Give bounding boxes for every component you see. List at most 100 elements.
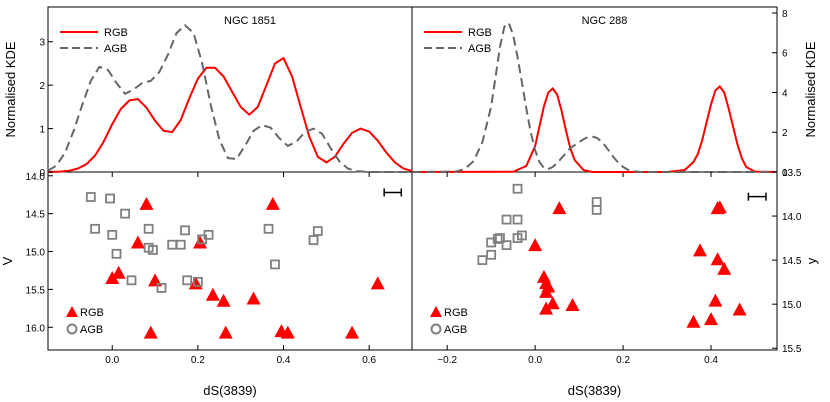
bottom-right-legend-label-rgb: RGB	[444, 307, 468, 319]
top-right-ytick-label: 8	[782, 9, 788, 20]
top-left-ytick-label: 0	[39, 168, 45, 179]
bottom-left-rgb-point	[143, 325, 158, 339]
top-right-kde-curve-agb	[411, 21, 777, 173]
bottom-left-agb-point	[203, 229, 214, 240]
top-left-kde-curve-agb	[47, 23, 412, 173]
bottom-right-agb-point	[512, 214, 523, 225]
bottom-right-xtick-label: 0.4	[704, 355, 718, 366]
bottom-left-ytick-label: 16.0	[26, 323, 46, 334]
bottom-right-rgb-point	[693, 243, 708, 257]
bottom-right-xtick-label: 0.2	[616, 355, 630, 366]
bottom-left-agb-point	[263, 223, 274, 234]
bottom-left-rgb-point	[193, 235, 208, 249]
bottom-left-agb-point	[167, 239, 178, 250]
bottom-left-agb-point	[111, 248, 122, 259]
bottom-right-agb-point	[501, 214, 512, 225]
top-left-legend-label-rgb: RGB	[104, 27, 128, 39]
bottom-left-rgb-point	[111, 265, 126, 279]
bottom-left-agb-point	[180, 225, 190, 236]
bottom-right-legend-label-agb: AGB	[444, 324, 467, 336]
bottom-right-legend-marker-rgb	[430, 306, 442, 317]
bottom-right-legend-marker-agb	[430, 323, 442, 335]
bottom-left-rgb-point	[105, 271, 120, 285]
bottom-left-rgb-point	[218, 325, 233, 339]
bottom-left-rgb-point	[205, 287, 220, 301]
bottom-right-rgb-point	[552, 201, 567, 215]
bottom-left-agb-point	[120, 208, 130, 219]
bottom-left-rgb-point	[216, 293, 231, 307]
bottom-right-xlabel: dS(3839)	[568, 383, 621, 398]
bottom-right-agb-point	[591, 204, 602, 215]
top-right-legend-label-rgb: RGB	[468, 27, 492, 39]
bottom-left-rgb-point	[265, 196, 280, 210]
bottom-right-agb-point	[486, 249, 497, 260]
bottom-left-rgb-point	[139, 196, 154, 210]
bottom-left-agb-point	[107, 229, 118, 240]
bottom-right-xtick-label: −0.2	[437, 355, 457, 366]
bottom-left-legend-label-agb: AGB	[80, 324, 103, 336]
bottom-right-ytick-label: 13.5	[782, 168, 802, 179]
bottom-left-agb-point	[105, 193, 115, 204]
top-right-panel-title: NGC 288	[582, 15, 628, 27]
bottom-right-rgb-point	[704, 312, 719, 326]
top-right-ylabel: Normalised KDE	[803, 41, 818, 137]
top-left-panel-title: NGC 1851	[224, 15, 276, 27]
bottom-right-rgb-point	[539, 284, 554, 298]
bottom-left-rgb-point	[370, 276, 385, 290]
axis-ticks: 0 1 2 3 0 2 4 6 8 14.0 14.5 15.0 15.5 16.0 0.0 0.2 0.4 0.…	[26, 9, 802, 366]
bottom-left-xtick-label: 0.0	[105, 355, 119, 366]
bottom-right-rgb-point	[528, 238, 543, 252]
bottom-left-rgb-point	[246, 291, 261, 305]
bottom-left-agb-point	[126, 275, 137, 286]
top-left-ylabel: Normalised KDE	[3, 41, 18, 137]
bottom-left-agb-point	[85, 192, 96, 202]
bottom-right-rgb-point	[565, 298, 580, 312]
bottom-right-rgb-point	[708, 293, 723, 307]
bottom-left-ytick-label: 15.0	[26, 248, 46, 259]
bottom-right-agb-point	[517, 230, 527, 241]
bottom-left-agb-point	[143, 223, 154, 234]
bottom-right-rgb-point	[686, 314, 701, 328]
bottom-right-ytick-label: 14.5	[782, 256, 802, 267]
bottom-left-agb-point	[182, 275, 193, 286]
bottom-left-legend-marker-agb	[66, 323, 78, 335]
bottom-left-agb-point	[312, 226, 323, 236]
top-right-ytick-label: 4	[782, 88, 788, 99]
bottom-left-ytick-label: 14.5	[26, 210, 46, 221]
top-left-legend-label-agb: AGB	[104, 43, 127, 55]
panel-frames	[47, 6, 778, 351]
plot-marks	[47, 21, 778, 339]
bottom-left-xtick-label: 0.4	[277, 355, 291, 366]
bottom-left-ytick-label: 14.0	[26, 172, 46, 183]
bottom-right-rgb-point	[539, 301, 554, 315]
top-right-kde-curve-rgb	[411, 85, 778, 173]
bottom-right-ytick-label: 15.0	[782, 300, 802, 311]
bottom-left-xtick-label: 0.2	[191, 355, 205, 366]
top-left-ytick-label: 1	[39, 125, 45, 136]
bottom-left-agb-point	[175, 239, 186, 250]
bottom-left-rgb-point	[130, 235, 145, 249]
bottom-left-ylabel: V	[0, 256, 15, 265]
bottom-left-xlabel: dS(3839)	[203, 383, 256, 398]
bottom-right-xtick-label: 0.0	[528, 355, 542, 366]
bottom-right-rgb-point	[545, 296, 560, 310]
bottom-right-rgb-point	[710, 201, 725, 215]
bottom-left-legend-marker-rgb	[66, 306, 78, 317]
bottom-left-agb-point	[270, 259, 280, 270]
top-right-legend-label-agb: AGB	[468, 43, 491, 55]
top-left-ytick-label: 3	[39, 38, 45, 49]
top-right-ytick-label: 2	[782, 128, 788, 139]
bottom-right-agb-point	[501, 240, 512, 251]
bottom-left-agb-point	[90, 223, 101, 234]
bottom-right-rgb-point	[732, 302, 747, 316]
bottom-right-ylabel: y	[804, 257, 819, 264]
axis-labels: NGC 1851 RGB AGB Normalised KDE NGC 288 RGB AG…	[0, 15, 819, 398]
bottom-right-agb-point	[512, 183, 523, 194]
bottom-left-rgb-point	[280, 325, 295, 339]
bottom-left-ytick-label: 15.5	[26, 285, 46, 296]
top-right-ytick-label: 0	[782, 168, 788, 179]
bottom-right-ytick-label: 15.5	[782, 344, 802, 355]
bottom-right-agb-point	[591, 197, 602, 207]
bottom-right-rgb-point	[710, 252, 725, 266]
